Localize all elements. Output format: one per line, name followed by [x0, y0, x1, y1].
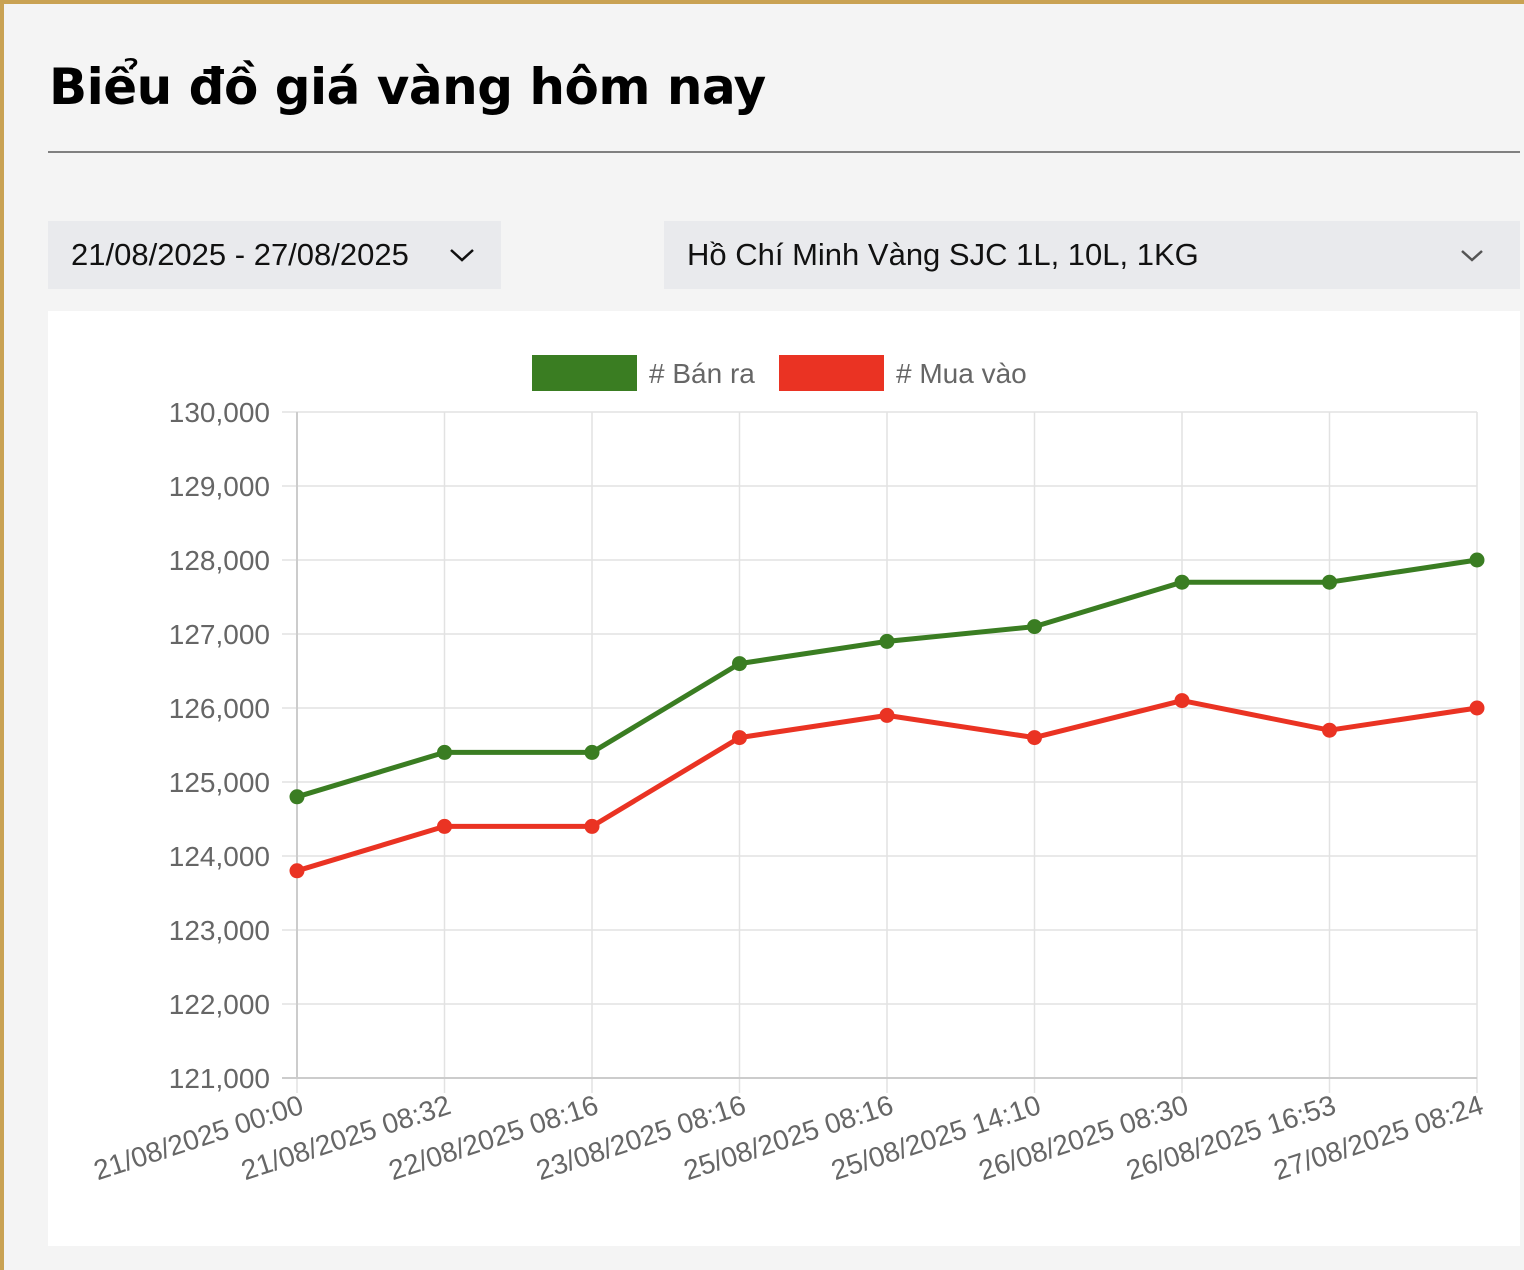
data-point-1: [732, 730, 747, 746]
data-point-0: [289, 789, 305, 805]
data-point-0: [732, 656, 747, 672]
product-value: Hồ Chí Minh Vàng SJC 1L, 10L, 1KG: [687, 237, 1199, 272]
date-range-select[interactable]: 21/08/2025 - 27/08/2025: [48, 221, 501, 289]
y-tick-label: 121,000: [169, 1063, 270, 1094]
page-title: Biểu đồ giá vàng hôm nay: [49, 58, 766, 116]
chart-panel: 121,000 122,000 123,000 124,000 125,000 126,0…: [48, 311, 1520, 1246]
chevron-down-icon: [1461, 250, 1483, 262]
y-tick-label: 127,000: [169, 619, 270, 650]
legend-swatch-1: [779, 355, 884, 391]
frame-top-border: [0, 0, 1524, 4]
data-point-1: [1469, 700, 1485, 716]
legend-swatch-0: [532, 355, 637, 391]
data-point-0: [879, 633, 895, 649]
y-tick-label: 130,000: [169, 397, 270, 428]
data-point-1: [437, 818, 452, 834]
data-point-1: [584, 818, 600, 834]
legend-label-1: # Mua vào: [896, 358, 1027, 389]
chevron-down-icon: [450, 249, 474, 262]
data-point-1: [1174, 693, 1190, 709]
y-tick-label: 126,000: [169, 693, 270, 724]
y-tick-label: 124,000: [169, 841, 270, 872]
y-tick-label: 128,000: [169, 545, 270, 576]
data-point-0: [1322, 574, 1337, 590]
y-tick-label: 122,000: [169, 989, 270, 1020]
data-point-0: [437, 744, 452, 760]
product-select[interactable]: Hồ Chí Minh Vàng SJC 1L, 10L, 1KG: [664, 221, 1520, 289]
data-point-0: [1027, 619, 1042, 635]
y-tick-label: 123,000: [169, 915, 270, 946]
data-point-0: [1174, 574, 1190, 590]
frame-left-border: [0, 0, 4, 1270]
data-point-1: [1322, 722, 1337, 738]
y-tick-label: 129,000: [169, 471, 270, 502]
legend-label-0: # Bán ra: [649, 358, 755, 389]
price-line-chart: 121,000 122,000 123,000 124,000 125,000 126,0…: [90, 355, 1487, 1186]
data-point-1: [1027, 730, 1042, 746]
data-point-0: [1469, 552, 1485, 568]
data-point-1: [879, 707, 895, 723]
title-divider: [48, 151, 1520, 153]
date-range-value: 21/08/2025 - 27/08/2025: [71, 237, 409, 272]
data-point-0: [584, 744, 600, 760]
y-tick-label: 125,000: [169, 767, 270, 798]
data-point-1: [289, 863, 305, 879]
